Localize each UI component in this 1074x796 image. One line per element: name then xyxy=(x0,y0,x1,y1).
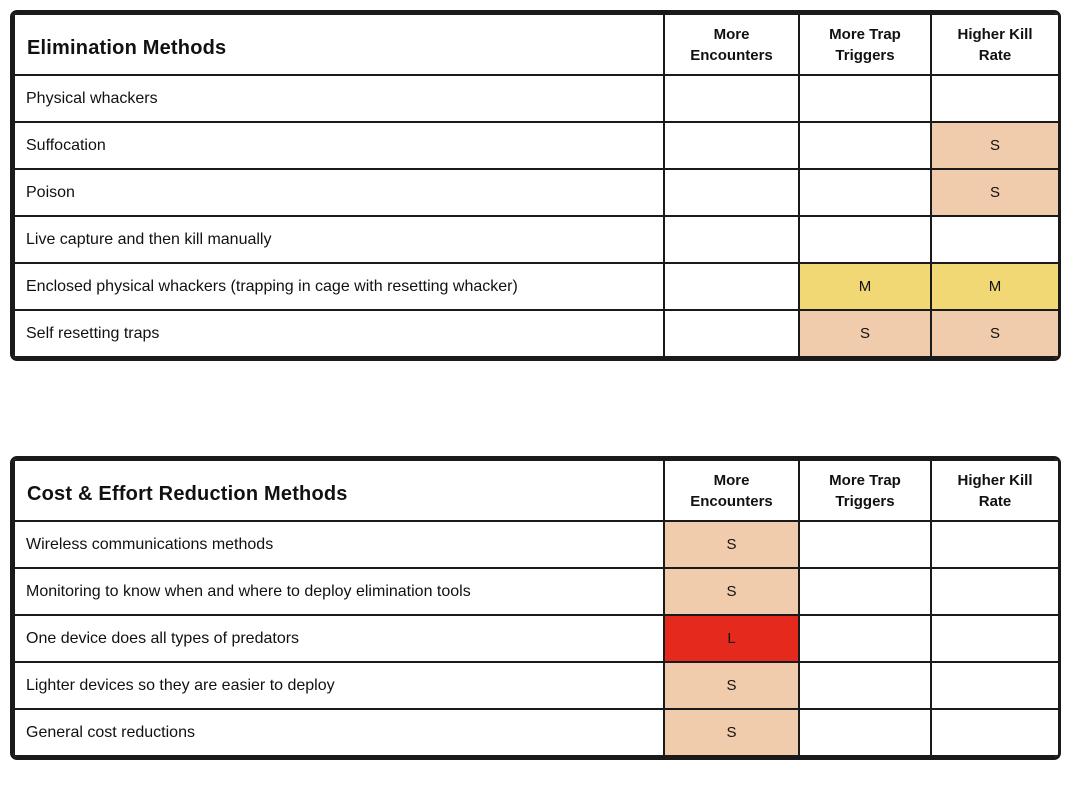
table-row: Suffocation S xyxy=(13,121,1058,170)
header-row: Cost & Effort Reduction Methods More Enc… xyxy=(13,459,1058,522)
row-label: Suffocation xyxy=(13,121,665,170)
column-header-higher-kill-rate: Higher Kill Rate xyxy=(930,13,1058,76)
rating-cell-empty xyxy=(798,168,932,217)
column-header-more-trap-triggers: More Trap Triggers xyxy=(798,459,932,522)
elimination-methods-table: Elimination Methods More Encounters More… xyxy=(10,10,1061,361)
row-label: Enclosed physical whackers (trapping in … xyxy=(13,262,665,311)
rating-cell-m: M xyxy=(798,262,932,311)
rating-cell-empty xyxy=(798,520,932,569)
rating-cell-empty xyxy=(930,215,1058,264)
rating-cell-empty xyxy=(930,520,1058,569)
rating-cell-empty xyxy=(798,121,932,170)
rating-cell-empty xyxy=(930,708,1058,757)
table-row: Monitoring to know when and where to dep… xyxy=(13,567,1058,616)
column-header-more-encounters: More Encounters xyxy=(663,459,800,522)
column-header-higher-kill-rate: Higher Kill Rate xyxy=(930,459,1058,522)
rating-cell-s: S xyxy=(663,520,800,569)
table-row: General cost reductions S xyxy=(13,708,1058,757)
rating-cell-empty xyxy=(930,74,1058,123)
rating-cell-empty xyxy=(930,661,1058,710)
table-title: Cost & Effort Reduction Methods xyxy=(13,459,665,522)
rating-cell-empty xyxy=(663,215,800,264)
row-label: One device does all types of predators xyxy=(13,614,665,663)
ratings-table: Elimination Methods More Encounters More… xyxy=(13,13,1058,358)
rating-cell-empty xyxy=(930,567,1058,616)
rating-cell-s: S xyxy=(930,121,1058,170)
rating-cell-s: S xyxy=(798,309,932,358)
rating-cell-empty xyxy=(798,708,932,757)
table-row: Lighter devices so they are easier to de… xyxy=(13,661,1058,710)
row-label: General cost reductions xyxy=(13,708,665,757)
rating-cell-empty xyxy=(663,74,800,123)
rating-cell-empty xyxy=(663,121,800,170)
row-label: Physical whackers xyxy=(13,74,665,123)
table-row: Enclosed physical whackers (trapping in … xyxy=(13,262,1058,311)
row-label: Self resetting traps xyxy=(13,309,665,358)
table-row: Live capture and then kill manually xyxy=(13,215,1058,264)
table-row: Poison S xyxy=(13,168,1058,217)
rating-cell-l: L xyxy=(663,614,800,663)
rating-cell-empty xyxy=(798,614,932,663)
rating-cell-empty xyxy=(798,661,932,710)
table-title: Elimination Methods xyxy=(13,13,665,76)
rating-cell-empty xyxy=(663,262,800,311)
rating-cell-m: M xyxy=(930,262,1058,311)
cost-effort-reduction-methods-table: Cost & Effort Reduction Methods More Enc… xyxy=(10,456,1061,760)
row-label: Poison xyxy=(13,168,665,217)
rating-cell-empty xyxy=(663,309,800,358)
rating-cell-empty xyxy=(798,215,932,264)
row-label: Wireless communications methods xyxy=(13,520,665,569)
column-header-more-trap-triggers: More Trap Triggers xyxy=(798,13,932,76)
row-label: Lighter devices so they are easier to de… xyxy=(13,661,665,710)
rating-cell-s: S xyxy=(663,708,800,757)
row-label: Live capture and then kill manually xyxy=(13,215,665,264)
ratings-table: Cost & Effort Reduction Methods More Enc… xyxy=(13,459,1058,757)
table-row: Self resetting traps S S xyxy=(13,309,1058,358)
table-row: Wireless communications methods S xyxy=(13,520,1058,569)
rating-cell-s: S xyxy=(663,567,800,616)
rating-cell-empty xyxy=(798,567,932,616)
rating-cell-empty xyxy=(798,74,932,123)
table-row: Physical whackers xyxy=(13,74,1058,123)
rating-cell-s: S xyxy=(663,661,800,710)
page: Elimination Methods More Encounters More… xyxy=(10,10,1061,760)
header-row: Elimination Methods More Encounters More… xyxy=(13,13,1058,76)
row-label: Monitoring to know when and where to dep… xyxy=(13,567,665,616)
table-row: One device does all types of predators L xyxy=(13,614,1058,663)
rating-cell-s: S xyxy=(930,309,1058,358)
rating-cell-s: S xyxy=(930,168,1058,217)
rating-cell-empty xyxy=(930,614,1058,663)
rating-cell-empty xyxy=(663,168,800,217)
column-header-more-encounters: More Encounters xyxy=(663,13,800,76)
